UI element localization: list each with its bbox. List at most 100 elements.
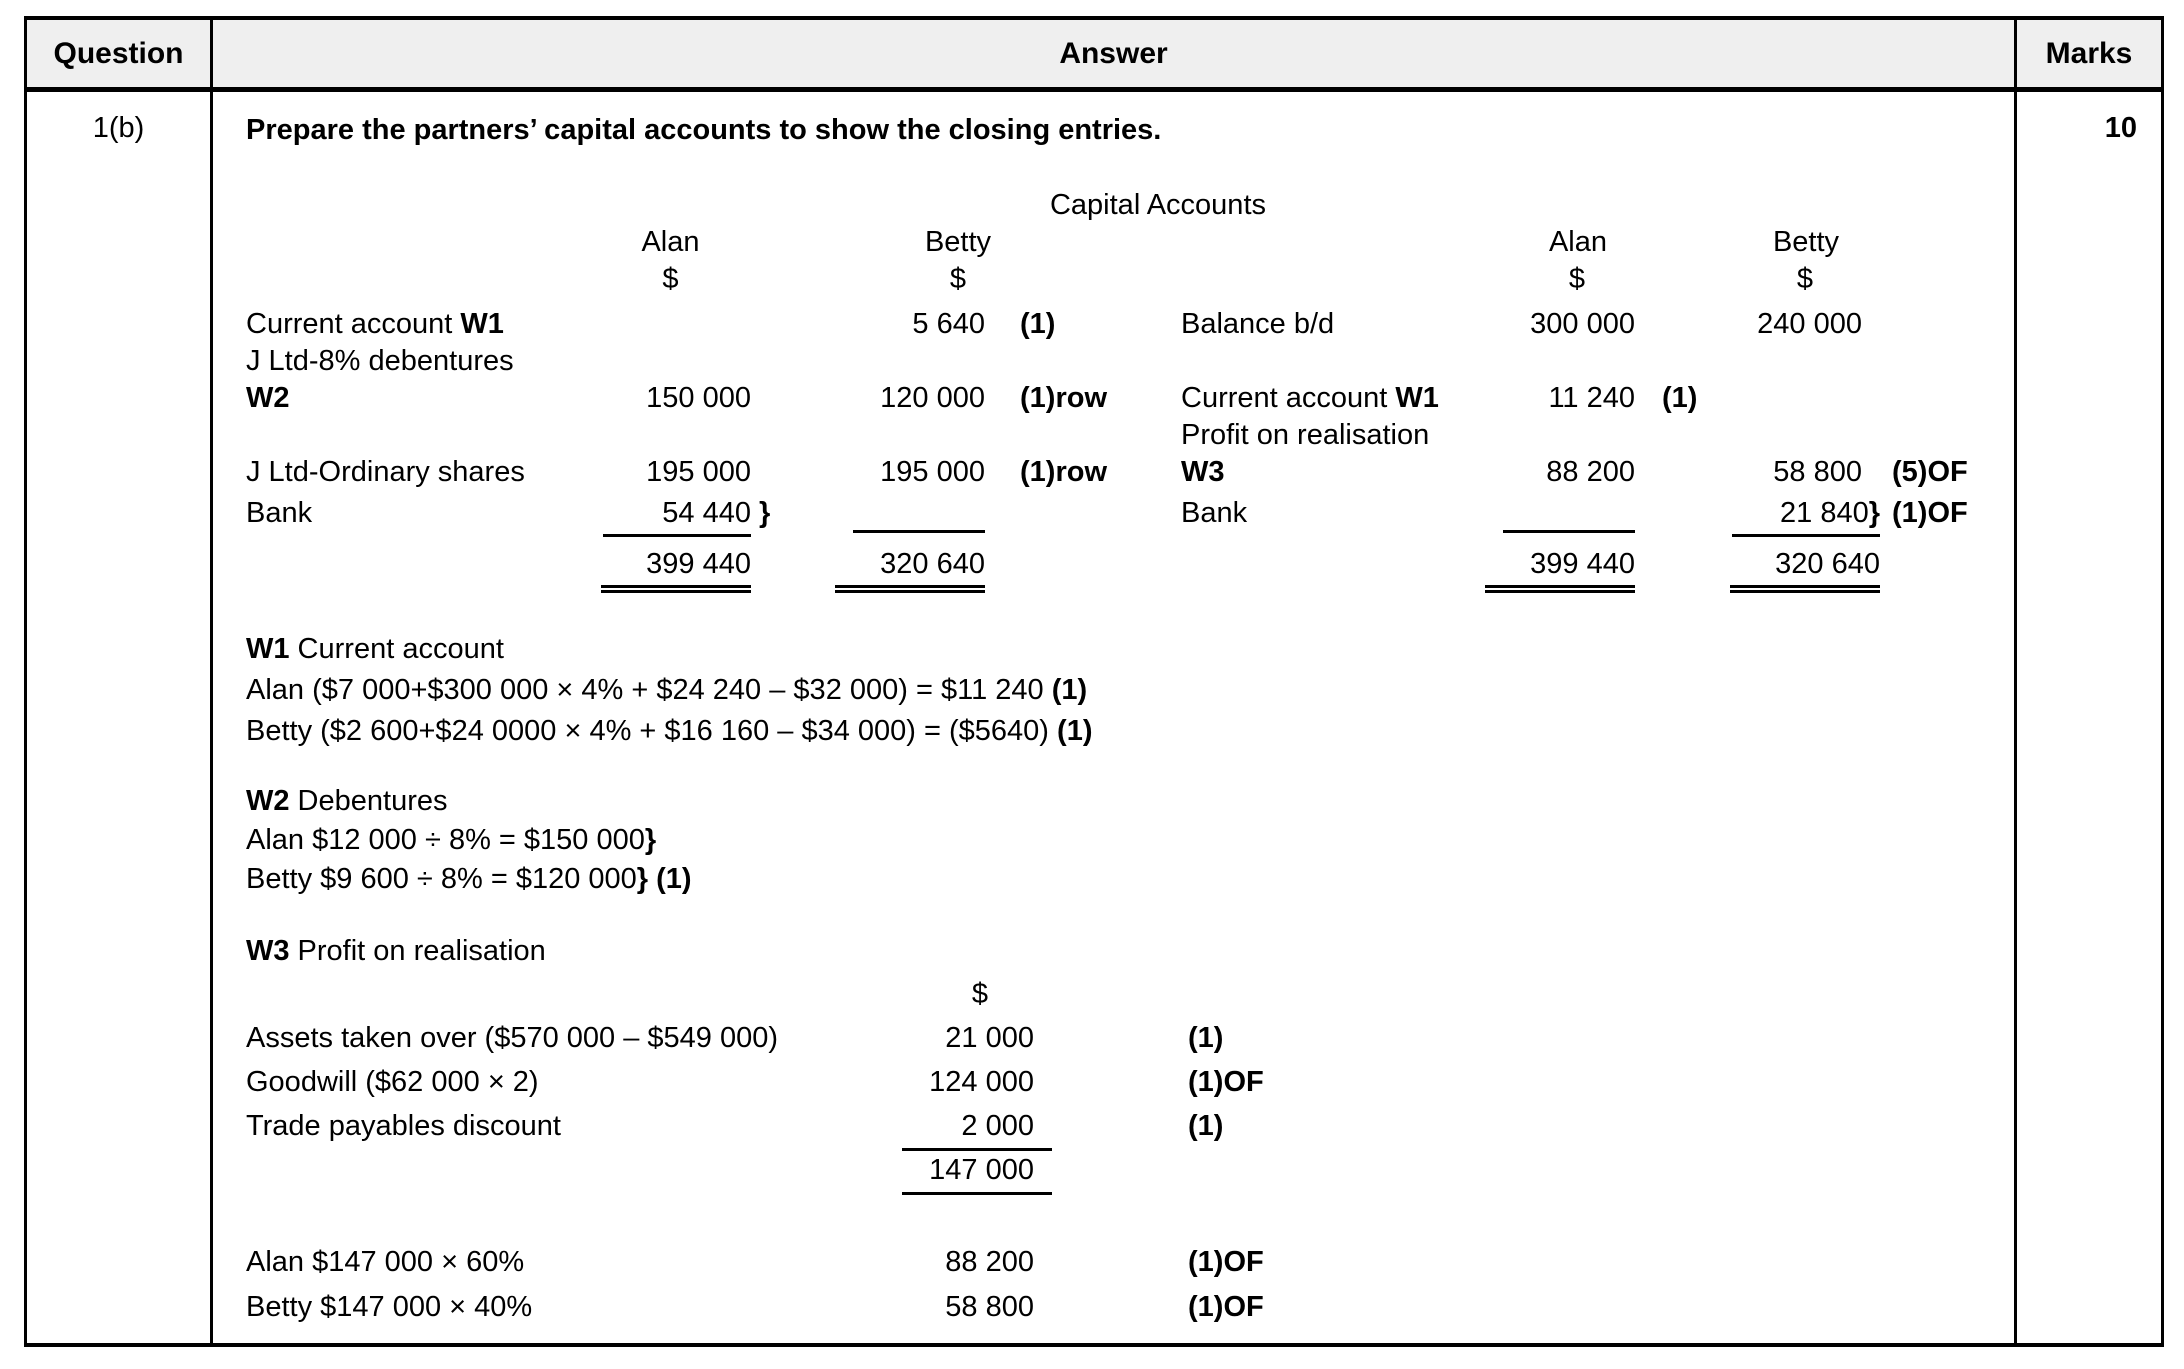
ledger-row-6: Bank 54 440 } Bank 21 840} (1)OF	[246, 491, 2000, 539]
debit-betty-header: Betty	[924, 226, 992, 258]
ledger-names-row: Alan Betty Alan Betty	[246, 224, 2000, 261]
answer-cell: Prepare the partners’ capital accounts t…	[213, 92, 2017, 1343]
w2-heading: W2 Debentures	[246, 785, 448, 817]
w3-label: Goodwill ($62 000 × 2)	[246, 1066, 539, 1098]
debit-betty-currency: $	[949, 263, 967, 295]
w1-heading: W1 Current account	[246, 633, 504, 665]
mark-annotation: (5)OF	[1892, 456, 1968, 488]
mark-annotation: (1)	[1188, 1022, 1224, 1054]
marks-value: 10	[2104, 112, 2137, 144]
working-ref-w1: W1	[460, 308, 504, 340]
credit-label: Balance b/d	[1181, 308, 1335, 340]
header-cell-marks: Marks	[2017, 20, 2161, 92]
header-marks-label: Marks	[2045, 36, 2133, 70]
brace: }	[759, 497, 771, 529]
ledger-title: Capital Accounts	[1049, 189, 1266, 221]
w3-currency-row: $	[246, 972, 2000, 1016]
debit-alan-amount: 54 440	[586, 491, 751, 539]
credit-label: Profit on realisation	[1181, 419, 1430, 451]
w3-amount: 2 000	[836, 1104, 1052, 1151]
w3-amount: 124 000	[929, 1066, 1034, 1098]
header-answer-label: Answer	[1059, 36, 1168, 70]
mark-annotation: (1)	[1020, 308, 1056, 340]
w3-row-trade-payables: Trade payables discount 2 000 (1)	[246, 1104, 2000, 1151]
debit-betty-amount: 120 000	[880, 382, 985, 414]
w3-currency: $	[971, 978, 988, 1010]
working-w1: W1 Current account Alan ($7 000+$300 000…	[246, 629, 2000, 752]
ledger-currency-row: $ $ $ $	[246, 261, 2000, 298]
debit-label: Bank	[246, 497, 313, 529]
w3-row-assets: Assets taken over ($570 000 – $549 000) …	[246, 1016, 2000, 1060]
debit-betty-amount: 5 640	[912, 308, 985, 340]
mark-annotation: (1)	[1057, 715, 1093, 747]
w1-betty-line: Betty ($2 600+$24 0000 × 4% + $16 160 – …	[246, 715, 1093, 747]
w3-amount: 21 000	[945, 1022, 1034, 1054]
debit-betty-total: 320 640	[785, 539, 985, 597]
debit-alan-currency: $	[662, 263, 679, 295]
working-ref-w2: W2	[246, 382, 290, 414]
brace: }	[644, 824, 657, 856]
debit-label: J Ltd-Ordinary shares	[246, 456, 525, 488]
w3-total-row: 147 000	[246, 1148, 2000, 1195]
mark-annotation: (1)	[1188, 1110, 1224, 1142]
header-question-label: Question	[53, 36, 184, 70]
ledger-row-1: Current account W1 5 640 (1) Balance b/d…	[246, 306, 2000, 343]
credit-alan-total: 399 440	[1465, 539, 1635, 597]
debit-label: J Ltd-8% debentures	[246, 345, 514, 377]
w3-label: Betty $147 000 × 40%	[246, 1291, 533, 1323]
credit-alan-header: Alan	[1548, 226, 1608, 258]
answer-prompt: Prepare the partners’ capital accounts t…	[246, 114, 1162, 146]
debit-alan-amount: 150 000	[646, 382, 751, 414]
w1-alan-line: Alan ($7 000+$300 000 × 4% + $24 240 – $…	[246, 674, 1088, 706]
mark-annotation: (1)row	[1020, 382, 1107, 414]
mark-annotation: (1)row	[1020, 456, 1107, 488]
w3-total: 147 000	[836, 1148, 1052, 1195]
credit-alan-currency: $	[1568, 263, 1586, 295]
credit-label: Current account W1	[1181, 382, 1439, 414]
question-id: 1(b)	[92, 112, 145, 144]
mark-annotation: (1)OF	[1892, 497, 1968, 529]
header-cell-question: Question	[27, 20, 213, 92]
working-ref-w1: W1	[1395, 382, 1439, 414]
w2-betty-line: Betty $9 600 ÷ 8% = $120 000} (1)	[246, 863, 692, 895]
w3-split-alan: Alan $147 000 × 60% 88 200 (1)OF	[246, 1240, 2000, 1285]
brace: }	[1868, 497, 1880, 529]
ledger-row-5: J Ltd-Ordinary shares 195 000 195 000 (1…	[246, 454, 2000, 491]
ledger-totals-row: 399 440 320 640 399 440 320 640	[246, 539, 2000, 597]
debit-betty-rule	[785, 491, 985, 539]
debit-betty-amount: 195 000	[880, 456, 985, 488]
spacer	[246, 1192, 2000, 1240]
debit-alan-total: 399 440	[586, 539, 751, 597]
credit-betty-amount: 240 000	[1757, 308, 1862, 340]
w3-label: Assets taken over ($570 000 – $549 000)	[246, 1022, 779, 1054]
ledger-body: Current account W1 5 640 (1) Balance b/d…	[246, 306, 2000, 597]
credit-betty-amount: 58 800	[1773, 456, 1862, 488]
credit-alan-rule	[1465, 491, 1635, 539]
mark-annotation: (1)	[1051, 674, 1088, 706]
mark-annotation: (1)OF	[1188, 1291, 1264, 1323]
w3-split-betty: Betty $147 000 × 40% 58 800 (1)OF	[246, 1285, 2000, 1330]
credit-alan-amount: 88 200	[1546, 456, 1635, 488]
ledger-row-2: J Ltd-8% debentures	[246, 343, 2000, 380]
w3-amount: 58 800	[945, 1291, 1034, 1323]
mark-annotation: (1)	[1662, 382, 1698, 414]
w3-heading: W3 Profit on realisation	[246, 935, 546, 967]
w3-label: Trade payables discount	[246, 1110, 561, 1142]
credit-alan-amount: 11 240	[1548, 382, 1635, 414]
working-w3: W3 Profit on realisation $ Assets taken …	[246, 931, 2000, 1330]
debit-alan-amount: 195 000	[646, 456, 751, 488]
header-cell-answer: Answer	[213, 20, 2017, 92]
ledger-row-3: W2 150 000 120 000 (1)row Current accoun…	[246, 380, 2000, 417]
ledger-row-4: Profit on realisation	[246, 417, 2000, 454]
credit-label: Bank	[1181, 497, 1248, 529]
credit-betty-amount: 21 840}	[1730, 491, 1880, 539]
working-w2: W2 Debentures Alan $12 000 ÷ 8% = $150 0…	[246, 782, 2000, 899]
debit-alan-header: Alan	[641, 226, 700, 258]
marks-cell: 10	[2017, 92, 2161, 1343]
mark-annotation: (1)OF	[1188, 1066, 1264, 1098]
credit-alan-amount: 300 000	[1530, 308, 1635, 340]
credit-betty-currency: $	[1796, 263, 1814, 295]
question-id-cell: 1(b)	[27, 92, 213, 1343]
w3-label: Alan $147 000 × 60%	[246, 1246, 525, 1278]
w2-alan-line: Alan $12 000 ÷ 8% = $150 000}	[246, 824, 657, 856]
